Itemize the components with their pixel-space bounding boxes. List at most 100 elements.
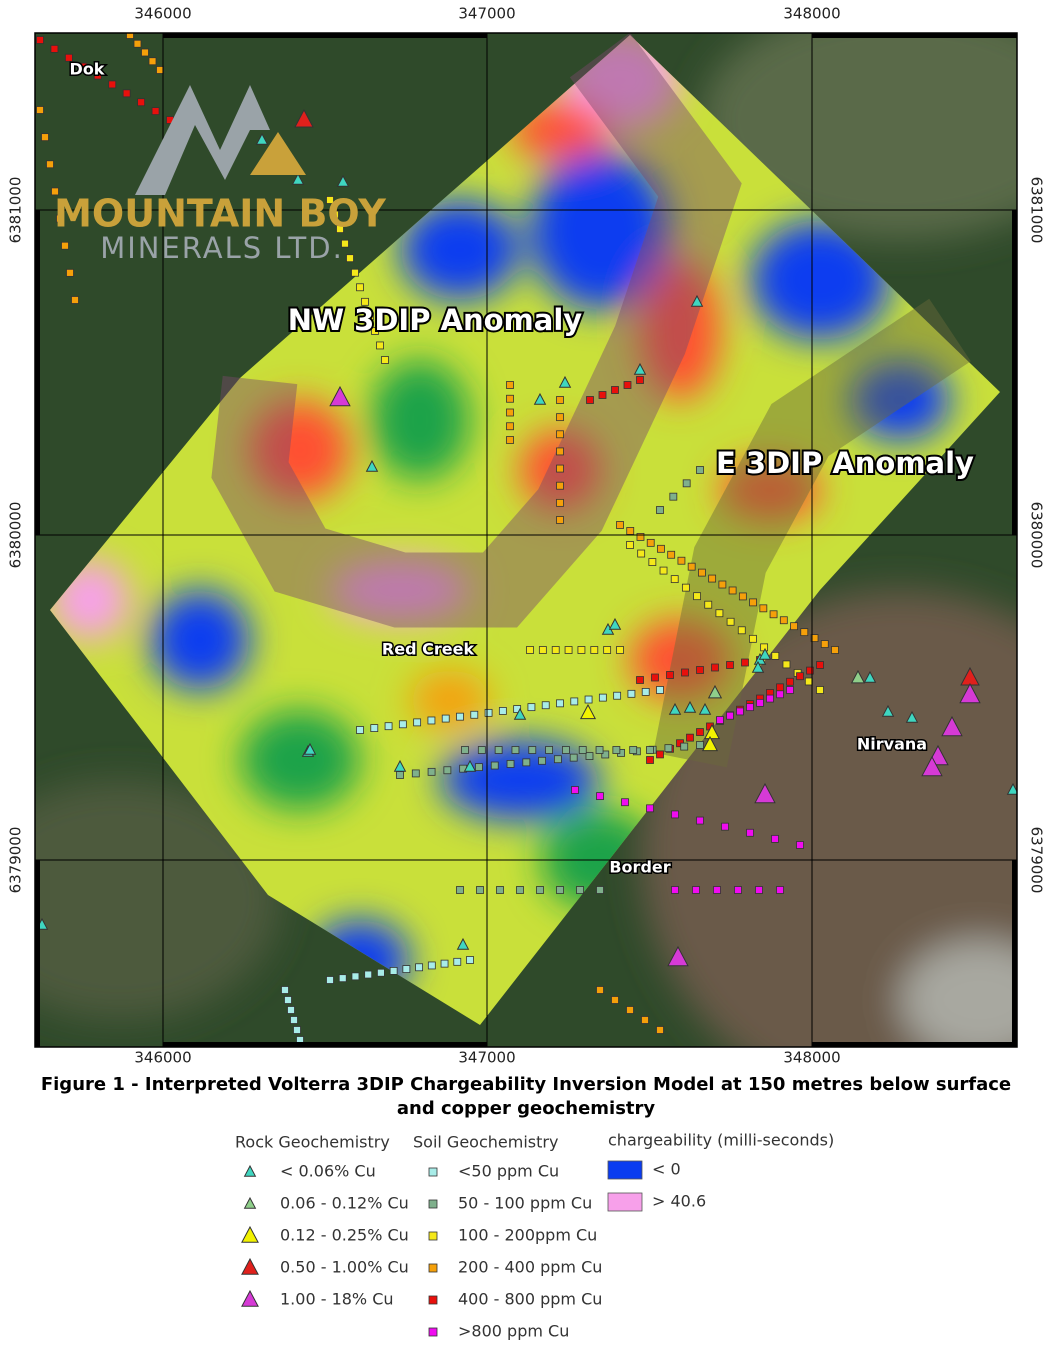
soil-sample — [708, 574, 717, 583]
legend-symbol — [428, 1199, 438, 1209]
soil-sample — [122, 89, 131, 98]
soil-sample — [681, 668, 689, 677]
soil-sample — [456, 886, 464, 894]
soil-sample — [366, 312, 374, 321]
soil-sample — [61, 241, 69, 250]
soil-sample — [389, 967, 398, 975]
soil-sample — [281, 986, 289, 994]
soil-sample — [545, 746, 553, 754]
rock-sample — [513, 707, 527, 720]
rock-sample — [291, 172, 305, 185]
soil-sample — [669, 492, 678, 501]
soil-sample — [596, 792, 604, 801]
soil-sample — [326, 976, 334, 984]
legend-symbol — [428, 1167, 438, 1177]
soil-sample — [513, 705, 522, 713]
soil-sample — [556, 498, 564, 507]
soil-sample — [776, 683, 784, 692]
soil-sample — [726, 617, 735, 626]
soil-sample — [79, 62, 88, 71]
rock-sample — [863, 670, 877, 683]
soil-sample — [721, 822, 729, 831]
soil-sample — [441, 714, 450, 723]
soil-sample — [381, 356, 389, 364]
soil-sample — [736, 707, 744, 716]
soil-sample — [287, 1006, 295, 1014]
soil-sample — [646, 756, 654, 764]
soil-sample — [598, 693, 607, 702]
rock-sample — [294, 108, 314, 128]
soil-sample — [50, 44, 59, 53]
soil-sample — [637, 549, 646, 558]
soil-sample — [290, 1016, 298, 1024]
place-label: Red Creek — [382, 640, 475, 659]
soil-sample — [496, 886, 504, 894]
soil-sample — [470, 710, 479, 719]
soil-sample — [64, 53, 73, 62]
place-label: Nirvana — [857, 735, 927, 754]
soil-sample — [538, 646, 547, 654]
soil-sample — [711, 663, 719, 672]
soil-sample — [551, 646, 560, 654]
soil-sample — [564, 646, 573, 654]
soil-sample — [696, 741, 704, 749]
rock-sample — [921, 755, 943, 777]
soil-sample — [511, 746, 520, 754]
caption: Figure 1 - Interpreted Volterra 3DIP Cha… — [41, 1074, 1011, 1095]
soil-sample — [586, 396, 594, 404]
soil-sample — [36, 36, 44, 44]
legend-swatch — [607, 1192, 643, 1212]
soil-sample — [596, 986, 604, 994]
soil-sample — [526, 646, 534, 654]
soil-sample — [562, 746, 570, 754]
rock-sample — [533, 392, 547, 405]
place-label: Dok — [70, 60, 105, 79]
rock-sample — [668, 702, 682, 715]
soil-sample — [680, 742, 689, 751]
soil-sample — [728, 586, 737, 595]
soil-sample — [616, 521, 624, 529]
soil-sample — [831, 646, 839, 654]
soil-sample — [396, 771, 404, 779]
x-coordinate-label: 346000 — [134, 5, 191, 23]
y-coordinate-label: 6381000 — [7, 177, 25, 244]
terrain — [35, 33, 1017, 1047]
soil-sample — [536, 886, 544, 894]
rock-sample — [365, 459, 379, 472]
soil-sample — [336, 225, 344, 233]
rock-sample — [881, 704, 895, 717]
soil-sample — [613, 691, 622, 700]
legend-title: chargeability (milli-seconds) — [608, 1131, 834, 1150]
anomaly-label: NW 3DIP Anomaly — [288, 303, 582, 337]
legend-label: 1.00 - 18% Cu — [280, 1290, 394, 1309]
soil-sample — [646, 538, 655, 547]
soil-sample — [506, 760, 515, 768]
soil-sample — [56, 214, 64, 223]
soil-sample — [384, 722, 393, 731]
rock-sample — [336, 174, 350, 187]
soil-sample — [477, 746, 486, 754]
rock-sample — [701, 735, 719, 752]
soil-sample — [456, 712, 464, 721]
soil-sample — [584, 695, 593, 704]
soil-sample — [796, 841, 804, 849]
legend-swatch — [607, 1160, 643, 1180]
frame — [34, 32, 1018, 1048]
soil-sample — [553, 755, 562, 764]
legend-title: Soil Geochemistry — [413, 1133, 558, 1152]
caption: and copper geochemistry — [397, 1098, 656, 1119]
legend-symbol — [428, 1327, 438, 1337]
soil-sample — [151, 107, 160, 116]
y-coordinate-label: 6379000 — [1028, 827, 1046, 894]
soil-sample — [133, 39, 142, 48]
soil-sample — [681, 583, 690, 592]
soil-sample — [629, 746, 638, 754]
soil-sample — [338, 974, 347, 983]
soil-sample — [148, 57, 157, 66]
soil-sample — [612, 746, 621, 754]
y-coordinate-label: 6379000 — [7, 827, 25, 894]
soil-sample — [506, 436, 514, 444]
soil-sample — [687, 562, 696, 571]
soil-sample — [692, 886, 700, 894]
x-coordinate-label: 348000 — [783, 5, 840, 23]
